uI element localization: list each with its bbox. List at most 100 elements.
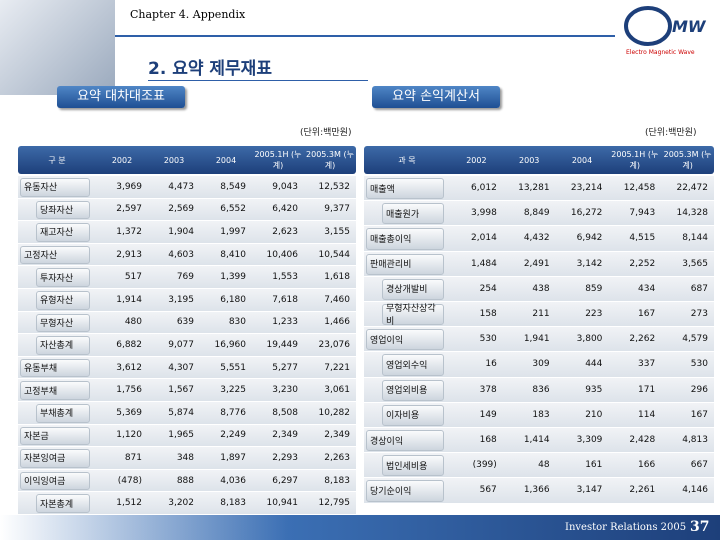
cell-value: 1,914 (116, 294, 142, 305)
cell-value: 4,813 (682, 435, 708, 446)
cell-value: 19,449 (266, 339, 299, 350)
label-box (20, 449, 90, 468)
logo-sub: Electro Magnetic Wave (626, 49, 695, 56)
cell-value: 3,202 (168, 498, 194, 509)
photo (0, 0, 115, 95)
label-box (36, 291, 90, 310)
cell-value: 16 (485, 359, 497, 370)
row-label: 이자비용 (386, 411, 420, 422)
row (18, 243, 356, 267)
row-label: 유동자산 (24, 183, 58, 194)
cell-value: 273 (690, 309, 708, 320)
chapter: Chapter 4. Appendix (130, 8, 246, 21)
cell-value: 4,036 (220, 475, 246, 486)
row (18, 402, 356, 425)
cell-value: 4,432 (523, 233, 550, 244)
cell-value: 4,579 (682, 334, 708, 345)
cell-value: 14,328 (676, 208, 708, 219)
column-header: 2002 (466, 155, 487, 165)
cell-value: 211 (532, 309, 550, 320)
cell-value: 158 (479, 309, 497, 320)
cell-value: 2,569 (168, 204, 194, 215)
row-label: 부채총계 (40, 409, 74, 420)
cell-value: 1,372 (116, 226, 142, 237)
tab[interactable]: 요약 대차대조표 (57, 86, 185, 108)
cell-value: 6,552 (220, 204, 246, 215)
column-header: 2003 (163, 155, 185, 165)
row (18, 469, 356, 493)
row-label: 유형자산 (40, 296, 74, 307)
cell-value: 769 (176, 272, 194, 283)
label-box (36, 336, 90, 355)
cell-value: 6,012 (471, 183, 497, 194)
cell-value: 296 (690, 384, 708, 395)
cell-value: 6,420 (272, 204, 298, 215)
row-label: 고정자산 (24, 251, 58, 262)
rule (115, 35, 615, 37)
tab[interactable]: 요약 손익계산서 (372, 86, 500, 108)
cell-value: 4,603 (168, 249, 194, 260)
cell-value: 6,882 (116, 339, 142, 350)
cell-value: 8,183 (324, 475, 350, 486)
column-header: 2003 (519, 155, 540, 165)
cell-value: 687 (690, 283, 708, 294)
footer-text: Investor Relations 2005 (565, 522, 687, 533)
row (18, 221, 356, 244)
column-header: 2005.3M (누계) (306, 150, 354, 170)
row-label: 매출원가 (386, 209, 420, 220)
row-label: 영업외수익 (386, 360, 428, 371)
cell-value: 830 (228, 317, 246, 328)
cell-value: 1,120 (116, 430, 142, 441)
cell-value: 1,756 (116, 385, 142, 396)
cell-value: 1,366 (523, 485, 550, 496)
cell-value: 444 (585, 359, 603, 370)
cell-value: 10,282 (318, 407, 351, 418)
cell-value: 48 (538, 460, 550, 471)
row-label: 고정부채 (24, 386, 58, 397)
cell-value: 530 (479, 334, 497, 345)
cell-value: 1,414 (523, 435, 550, 446)
cell-value: 935 (585, 384, 603, 395)
cell-value: 2,252 (629, 258, 656, 269)
cell-value: 1,618 (324, 272, 350, 283)
row-label: 자본잉여금 (24, 454, 66, 465)
column-header: 구 분 (48, 155, 66, 165)
column-header: 2002 (111, 155, 133, 165)
label-box (36, 200, 90, 220)
cell-value: 2,263 (324, 452, 350, 463)
cell-value: 3,142 (576, 258, 603, 269)
column-header: 과 목 (398, 155, 416, 165)
cell-value: 3,155 (324, 226, 350, 237)
cell-value: 167 (638, 309, 656, 320)
row-label: 자본총계 (40, 499, 74, 510)
label-box (366, 430, 444, 452)
label-box (366, 480, 444, 502)
cell-value: 13,281 (518, 183, 550, 194)
column-header: 2005.1H (누계) (611, 150, 659, 170)
label-box (20, 358, 90, 378)
cell-value: 2,349 (324, 430, 350, 441)
row-label: 영업외비용 (386, 386, 428, 397)
cell-value: 2,913 (116, 249, 142, 260)
cell-value: 3,061 (324, 385, 350, 396)
cell-value: 3,195 (168, 294, 194, 305)
cell-value: 2,623 (272, 226, 298, 237)
label-box (366, 253, 444, 275)
row (18, 424, 356, 448)
cell-value: 888 (176, 475, 194, 486)
row-label: 자본금 (24, 431, 49, 442)
cell-value: 7,221 (324, 362, 350, 373)
cell-value: 1,897 (220, 452, 246, 463)
label-box (382, 278, 444, 300)
cell-value: 2,261 (629, 485, 656, 496)
label-box (20, 245, 90, 265)
cell-value: 9,377 (324, 204, 350, 215)
cell-value: 3,800 (576, 334, 603, 345)
cell-value: 1,997 (220, 226, 246, 237)
header-row (18, 146, 356, 174)
cell-value: 2,428 (629, 435, 656, 446)
cell-value: 5,277 (272, 362, 298, 373)
cell-value: 171 (638, 384, 656, 395)
label-box (36, 404, 90, 423)
cell-value: 2,349 (272, 430, 298, 441)
